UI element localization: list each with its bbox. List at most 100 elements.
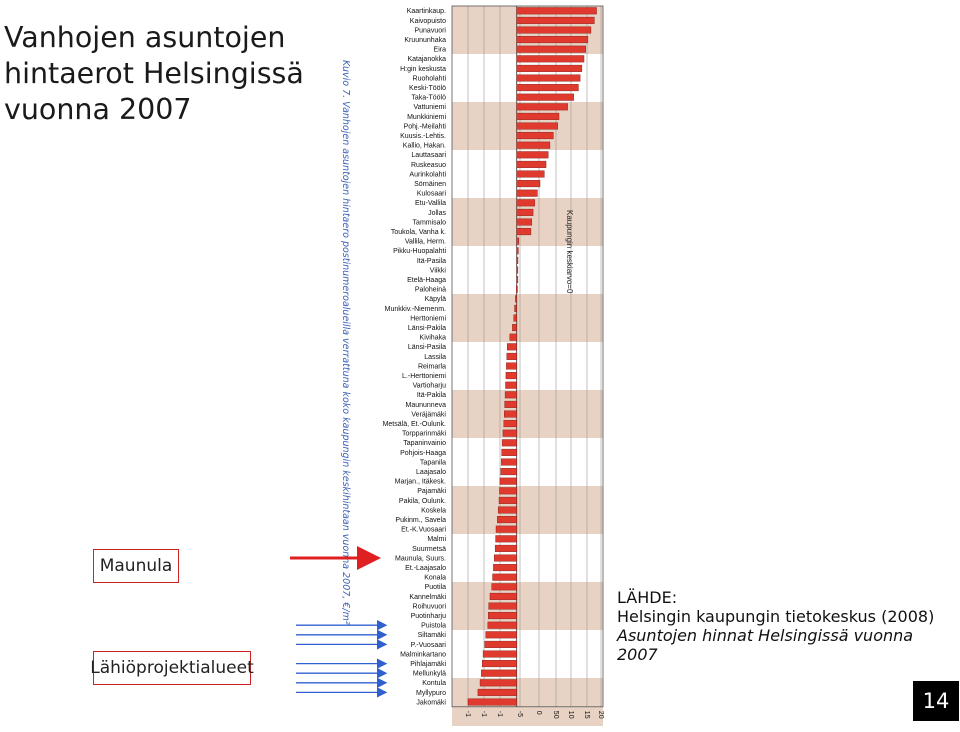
category-label: Suurmetsä [412, 546, 446, 553]
bar [499, 487, 517, 495]
background-band [452, 294, 603, 342]
gridlines [451, 5, 604, 708]
bar [516, 228, 532, 236]
x-tick-labels: -1 -1 -1 -5 0 50 10 15 20 [464, 711, 604, 719]
category-label: Marjan., Itäkesk. [395, 479, 446, 486]
category-label: Et.-Laajasalo [405, 565, 446, 572]
x-tick-label: 15 [583, 711, 590, 719]
source-heading: LÄHDE: [617, 588, 678, 607]
bar [516, 151, 549, 159]
bar [516, 218, 533, 226]
category-label: Pikku-Huopalahti [393, 248, 446, 255]
bar [516, 247, 519, 255]
bar [506, 362, 517, 370]
bar [467, 698, 517, 706]
category-label: Konala [424, 575, 446, 582]
category-label: Pukinm., Savela [395, 517, 446, 524]
category-label: Länsi-Pasila [408, 344, 446, 351]
bar [516, 160, 547, 168]
bar [492, 573, 517, 581]
category-label: Roihuvuori [413, 603, 447, 610]
category-label: Kruununhaka [404, 37, 446, 44]
bar [494, 544, 517, 552]
category-label: Metsälä, Et.-Oulunk. [383, 421, 446, 428]
category-label: Taka-Töölö [411, 95, 446, 102]
bar [500, 458, 517, 466]
source-note: LÄHDE: Helsingin kaupungin tietokeskus (… [617, 588, 957, 664]
maunula-label: Maunula [93, 549, 179, 583]
category-label: Paloheinä [415, 287, 446, 294]
x-tick-label: 10 [567, 711, 574, 719]
bar [495, 535, 517, 543]
category-label: Ruskeasuo [411, 162, 446, 169]
category-label: Käpylä [425, 296, 447, 303]
bar [497, 506, 517, 514]
category-label: H:gin keskusta [400, 66, 446, 73]
bar [504, 410, 517, 418]
bars [467, 7, 597, 706]
bar [516, 122, 558, 130]
bar [516, 256, 519, 264]
bar [516, 93, 574, 101]
category-label: Itä-Pakila [417, 392, 446, 399]
category-label: Siltamäki [418, 632, 447, 639]
bar [513, 314, 517, 322]
category-label: Keski-Töölö [409, 85, 446, 92]
category-label: Veräjämäki [411, 411, 446, 418]
category-label: Vartioharju [413, 383, 446, 390]
bar [516, 132, 554, 140]
x-tick-label: 50 [552, 711, 559, 719]
bar [479, 679, 517, 687]
chart-caption: Kuvio 7. Vanhojen asuntojen hintaero pos… [340, 60, 351, 625]
category-label: Puotila [425, 584, 447, 591]
background-band [452, 582, 603, 630]
bar [494, 554, 517, 562]
category-label: Maunula, Suurs. [395, 555, 446, 562]
category-label: Malmi [427, 536, 446, 543]
bar [488, 612, 517, 620]
x-tick-label: 20 [597, 711, 604, 719]
bar [507, 343, 517, 351]
bar [477, 688, 517, 696]
bar [502, 429, 517, 437]
category-label: Pajamäki [417, 488, 446, 495]
category-label: Pakila, Oulunk. [399, 498, 446, 505]
bar [516, 45, 586, 53]
bar [484, 640, 517, 648]
bar [498, 496, 517, 504]
category-label: Etelä-Haaga [407, 277, 446, 284]
bar [509, 333, 517, 341]
category-label: Kuusis.-Lehtis. [400, 133, 446, 140]
bar [516, 276, 519, 284]
category-label: Eira [434, 47, 447, 54]
x-tick-label: 0 [535, 711, 542, 715]
category-label: Munkkiniemi [407, 114, 446, 121]
category-label: Kulosaari [417, 191, 447, 198]
category-label: Laajasalo [416, 469, 446, 476]
page-number: 14 [913, 681, 959, 721]
x-tick-label: -1 [496, 711, 503, 717]
category-label: Kaivopuisto [410, 18, 446, 25]
category-label: Maununneva [406, 402, 447, 409]
category-label: Länsi-Pakila [408, 325, 446, 332]
category-label: Kannelmäki [409, 594, 446, 601]
category-label: Tapaninvainio [403, 440, 446, 447]
bar [516, 199, 536, 207]
bar [516, 208, 534, 216]
lahio-areas-label: Lähiöprojektialueet [90, 651, 254, 685]
category-label: Lassila [424, 354, 446, 361]
bar [482, 650, 517, 658]
bar [516, 180, 541, 188]
bar [516, 7, 597, 15]
category-labels: Kaartinkaup. Kaivopuisto Punavuori Kruununh… [383, 8, 447, 706]
bar [491, 583, 517, 591]
category-label: Lauttasaari [411, 152, 446, 159]
category-label: Kivihaka [420, 335, 447, 342]
bar [493, 564, 517, 572]
category-label: Sörnäinen [414, 181, 446, 188]
x-tick-label: -1 [480, 711, 487, 717]
bar [505, 372, 517, 380]
category-label: L.-Herttoniemi [402, 373, 446, 380]
bar [515, 295, 517, 303]
category-label: Pihlajamäki [410, 661, 446, 668]
